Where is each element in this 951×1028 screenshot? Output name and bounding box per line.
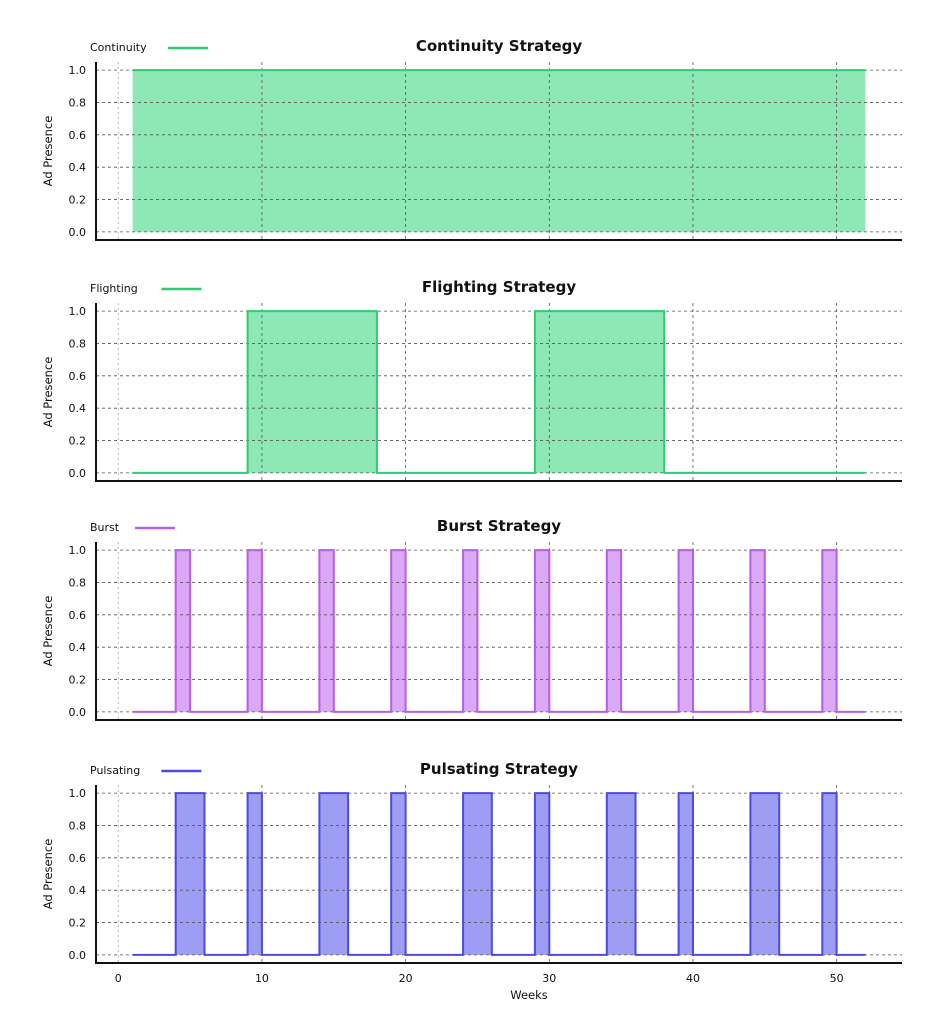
area-fill (132, 550, 866, 712)
y-tick-label: 0.6 (69, 370, 87, 383)
y-axis-label: Ad Presence (41, 596, 55, 667)
legend-label: Flighting (90, 282, 138, 295)
y-tick-label: 1.0 (69, 305, 87, 318)
x-tick-label: 50 (830, 972, 844, 985)
y-axis-label: Ad Presence (41, 116, 55, 187)
series-line (132, 792, 866, 956)
area-fill (132, 793, 866, 955)
subplot-flighting: 0.0 0.2 0.4 0.6 0.8 1.0 Ad Presence Flighting S… (41, 278, 902, 482)
y-axis-label: Ad Presence (41, 357, 55, 428)
y-tick-label: 0.8 (69, 96, 87, 109)
x-tick-label: 40 (686, 972, 700, 985)
legend: Continuity (90, 41, 208, 54)
y-tick-label: 0.6 (69, 129, 87, 142)
chart-title: Continuity Strategy (416, 37, 583, 55)
y-tick-label: 1.0 (69, 787, 87, 800)
area-fill (132, 70, 866, 232)
series-line (132, 310, 866, 474)
subplot-pulsating: 0.0 0.2 0.4 0.6 0.8 1.0 Ad Presence Pulsating S… (41, 760, 902, 1002)
y-tick-label: 0.0 (69, 949, 87, 962)
y-tick-label: 1.0 (69, 64, 87, 77)
x-tick-label: 0 (115, 972, 122, 985)
chart-title: Pulsating Strategy (420, 760, 578, 778)
y-tick-label: 0.8 (69, 576, 87, 589)
x-axis-label: Weeks (510, 988, 548, 1002)
area-fill (132, 311, 866, 473)
y-tick-label: 0.0 (69, 226, 87, 239)
subplot-continuity: 0.0 0.2 0.4 0.6 0.8 1.0 Ad Presence Continuity … (41, 37, 902, 241)
x-tick-label: 30 (542, 972, 556, 985)
y-tick-label: 0.4 (69, 884, 87, 897)
y-tick-label: 0.4 (69, 161, 87, 174)
chart-title: Burst Strategy (437, 517, 561, 535)
y-tick-label: 1.0 (69, 544, 87, 557)
y-tick-label: 0.2 (69, 917, 87, 930)
y-tick-label: 0.0 (69, 706, 87, 719)
y-tick-label: 0.6 (69, 852, 87, 865)
y-tick-label: 0.0 (69, 467, 87, 480)
legend: Burst (90, 521, 175, 534)
legend-label: Continuity (90, 41, 147, 54)
y-tick-label: 0.6 (69, 609, 87, 622)
y-tick-label: 0.8 (69, 337, 87, 350)
y-tick-label: 0.4 (69, 402, 87, 415)
y-tick-label: 0.4 (69, 641, 87, 654)
x-tick-label: 10 (255, 972, 269, 985)
subplot-burst: 0.0 0.2 0.4 0.6 0.8 1.0 Ad Presence Burst Strat… (41, 517, 902, 721)
y-tick-label: 0.8 (69, 819, 87, 832)
y-tick-label: 0.2 (69, 674, 87, 687)
series-line (132, 549, 866, 713)
legend: Flighting (90, 282, 202, 295)
legend: Pulsating (90, 764, 202, 777)
y-tick-label: 0.2 (69, 194, 87, 207)
y-axis-label: Ad Presence (41, 839, 55, 910)
x-tick-label: 20 (399, 972, 413, 985)
y-tick-label: 0.2 (69, 435, 87, 448)
chart-title: Flighting Strategy (422, 278, 576, 296)
legend-label: Burst (90, 521, 120, 534)
legend-label: Pulsating (90, 764, 140, 777)
